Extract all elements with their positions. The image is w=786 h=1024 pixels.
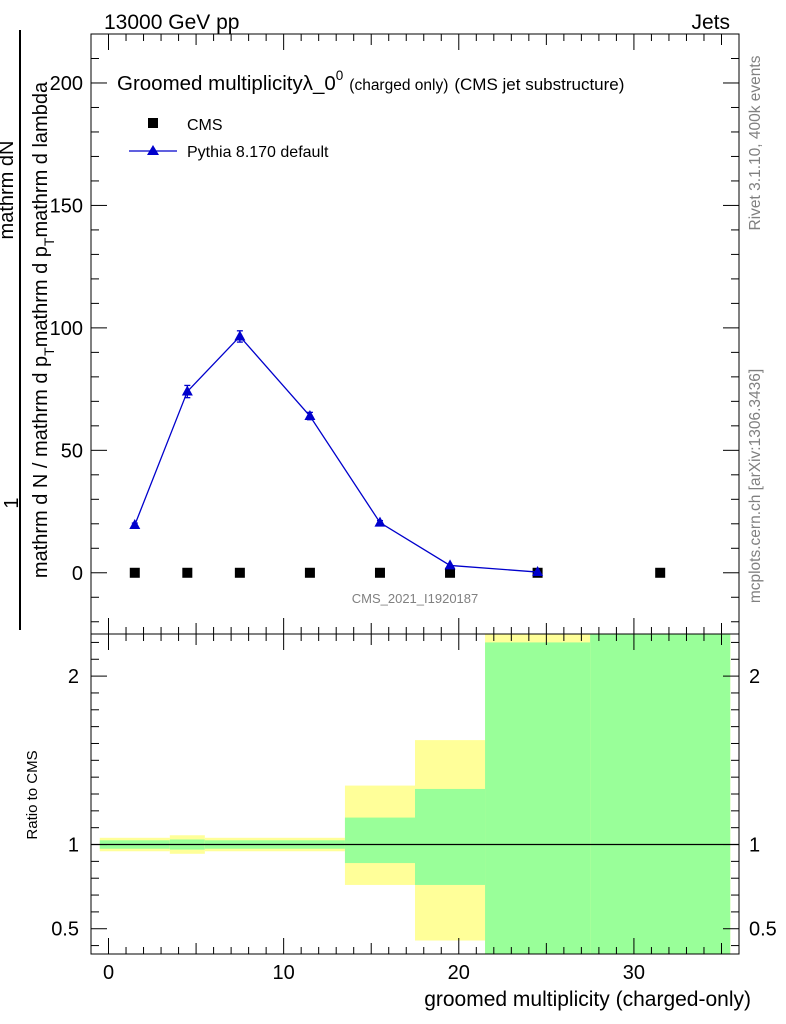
y-label-denominator: mathrm d N / mathrm d pTmathrm d pTmathr… bbox=[30, 81, 57, 578]
ratio-y-tick-label-right: 0.5 bbox=[749, 919, 777, 941]
y-label-numerator: mathrm dN bbox=[0, 141, 18, 240]
ratio-band-inner bbox=[415, 788, 486, 885]
main-panel-series bbox=[129, 330, 666, 578]
y-label-denominator-part3: mathrm d lambda bbox=[30, 81, 52, 237]
cms-data-point bbox=[374, 567, 385, 578]
legend: CMS Pythia 8.170 default bbox=[129, 117, 329, 161]
y-label-denominator-part1: mathrm d N / mathrm d p bbox=[30, 356, 52, 578]
chart-title-qualifier: (charged only) bbox=[349, 77, 448, 94]
ratio-band-inner bbox=[485, 642, 591, 954]
y-label-denominator-part2: mathrm d p bbox=[30, 246, 52, 347]
y-label-subscript-2: T bbox=[41, 237, 57, 246]
y-tick-label: 0 bbox=[72, 563, 83, 585]
y-label-subscript-1: T bbox=[41, 347, 57, 356]
cms-data-point bbox=[129, 567, 140, 578]
legend-pythia-marker bbox=[147, 145, 159, 155]
chart-title: Groomed multiplicityλ_00 (charged only) (C… bbox=[117, 68, 624, 95]
pythia-data-point bbox=[532, 566, 544, 577]
ratio-panel-ticks: 0.5 0.51 12 20 10 20 30 bbox=[51, 634, 777, 984]
ratio-y-tick-label-left: 1 bbox=[68, 835, 79, 857]
pythia-data-point bbox=[374, 516, 386, 527]
pythia-data-point bbox=[304, 410, 316, 421]
x-axis-label: groomed multiplicity (charged-only) bbox=[424, 988, 751, 1011]
main-y-axis-label: 1 mathrm dN mathrm d N / mathrm d pTmath… bbox=[0, 30, 57, 630]
mcplots-credit-label: mcplots.cern.ch [arXiv:1306.3436] bbox=[747, 369, 764, 603]
ratio-band-inner bbox=[590, 634, 731, 954]
chart-title-superscript: 0 bbox=[336, 68, 344, 83]
ratio-panel-frame bbox=[90, 633, 740, 955]
legend-cms-marker bbox=[148, 118, 158, 128]
x-tick-label: 30 bbox=[623, 962, 645, 984]
pythia-data-point bbox=[444, 559, 456, 570]
y-label-factor: 1 bbox=[1, 497, 23, 508]
cms-data-point bbox=[234, 567, 245, 578]
pythia-data-point bbox=[234, 330, 246, 341]
cms-data-point bbox=[445, 567, 456, 578]
analysis-watermark: CMS_2021_I1920187 bbox=[352, 591, 479, 606]
cms-data-point bbox=[182, 567, 193, 578]
header-process: 13000 GeV pp bbox=[104, 11, 239, 34]
ratio-y-tick-label-right: 2 bbox=[749, 666, 760, 688]
chart-title-main: Groomed multiplicity bbox=[117, 72, 303, 95]
ratio-panel-bands bbox=[99, 634, 731, 954]
ratio-band-inner bbox=[344, 817, 415, 864]
ratio-y-tick-label-right: 1 bbox=[749, 835, 760, 857]
ratio-y-label: Ratio to CMS bbox=[24, 750, 41, 839]
header-category: Jets bbox=[691, 11, 730, 34]
y-tick-label: 100 bbox=[50, 318, 83, 340]
legend-cms-label: CMS bbox=[187, 117, 223, 134]
y-tick-label: 50 bbox=[61, 440, 83, 462]
svg-text:mathrm d N / mathrm d pTmathrm: mathrm d N / mathrm d pTmathrm d pTmathr… bbox=[30, 81, 57, 578]
y-tick-label: 150 bbox=[50, 195, 83, 217]
x-tick-label: 20 bbox=[448, 962, 470, 984]
rivet-version-label: Rivet 3.1.10, 400k events bbox=[747, 55, 764, 230]
ratio-y-tick-label-left: 2 bbox=[68, 666, 79, 688]
chart-title-symbol: λ_0 bbox=[303, 72, 336, 95]
ratio-y-tick-label-left: 0.5 bbox=[51, 919, 79, 941]
x-tick-label: 0 bbox=[103, 962, 114, 984]
pythia-data-point bbox=[181, 385, 193, 396]
x-tick-label: 10 bbox=[273, 962, 295, 984]
pythia-data-point bbox=[129, 519, 141, 530]
pythia-line bbox=[134, 335, 538, 573]
cms-data-point bbox=[304, 567, 315, 578]
main-panel-ticks: 0 50 100 150 200 bbox=[50, 33, 739, 634]
cms-data-point bbox=[655, 567, 666, 578]
y-tick-label: 200 bbox=[50, 73, 83, 95]
legend-pythia-label: Pythia 8.170 default bbox=[187, 144, 329, 161]
chart-title-source: (CMS jet substructure) bbox=[454, 75, 624, 94]
